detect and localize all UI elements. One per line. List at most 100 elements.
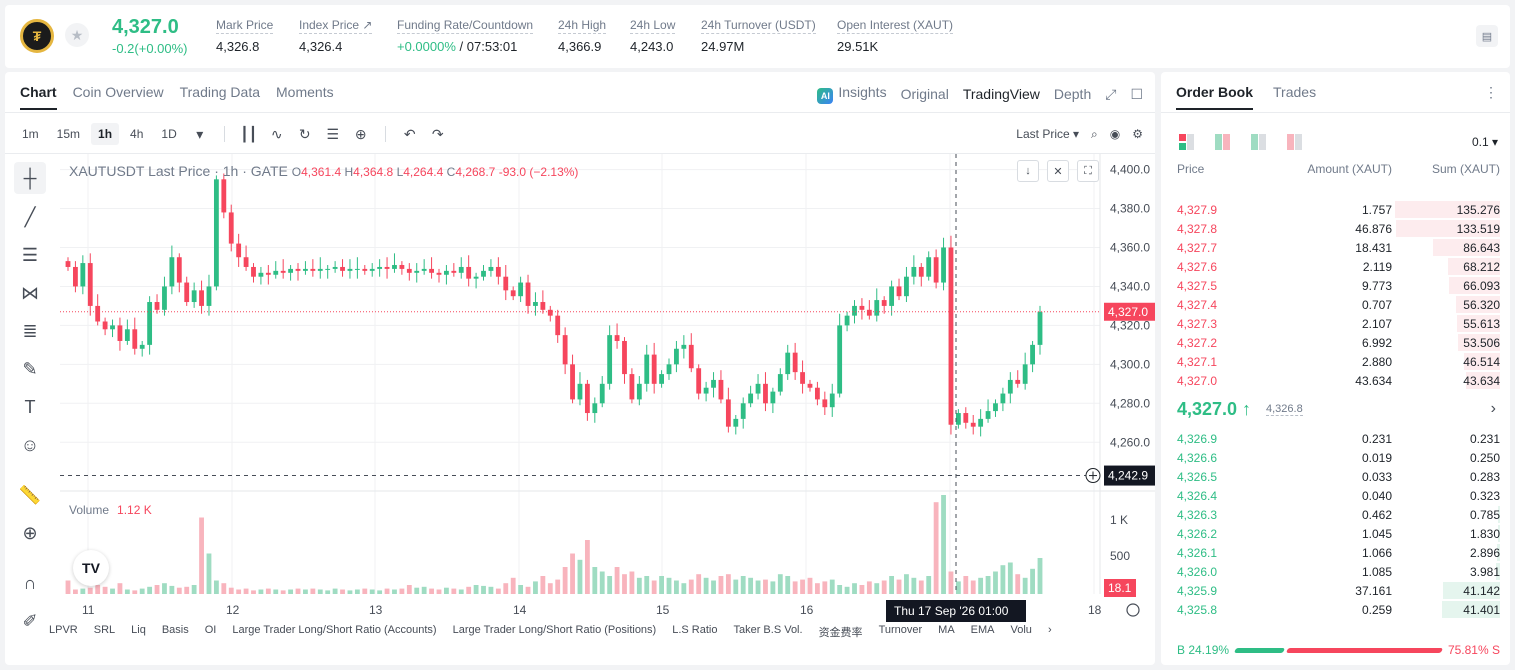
view-depth[interactable]: Depth xyxy=(1053,86,1092,102)
tab-chart[interactable]: Chart xyxy=(20,84,57,110)
book-icon[interactable]: ▤ xyxy=(1476,25,1498,47)
gear-icon[interactable]: ⚙ xyxy=(1132,127,1143,141)
emoji-icon[interactable]: ☺ xyxy=(20,434,40,455)
ask-row[interactable]: 4,327.7 18.431 86.643 xyxy=(1177,238,1500,257)
stat-label[interactable]: Open Interest (XAUT) xyxy=(837,18,954,34)
bids-only-icon[interactable] xyxy=(1251,134,1267,150)
ask-row[interactable]: 4,327.6 2.119 68.212 xyxy=(1177,257,1500,276)
indicator-11[interactable]: MA xyxy=(938,624,955,636)
pencil-lock-icon[interactable]: ✐ xyxy=(22,610,38,631)
undo-icon[interactable]: ↶ xyxy=(403,125,416,142)
tab-trading-data[interactable]: Trading Data xyxy=(179,84,261,100)
bid-row[interactable]: 4,325.9 37.161 41.142 xyxy=(1177,581,1500,600)
view-insights[interactable]: AI Insights xyxy=(817,84,887,104)
ruler-icon[interactable]: 📏 xyxy=(18,484,42,505)
maximize-icon[interactable]: ⛶ xyxy=(1077,160,1099,182)
ask-row[interactable]: 4,327.3 2.107 55.613 xyxy=(1177,314,1500,333)
bid-row[interactable]: 4,326.9 0.231 0.231 xyxy=(1177,429,1500,448)
bid-row[interactable]: 4,326.4 0.040 0.323 xyxy=(1177,486,1500,505)
both-sides-alt-icon[interactable] xyxy=(1215,134,1231,150)
asks-only-icon[interactable] xyxy=(1287,134,1303,150)
tether-gold-logo[interactable]: ₮ xyxy=(20,19,54,53)
zoom-in-icon[interactable]: ⊕ xyxy=(22,522,38,543)
indicator-4[interactable]: OI xyxy=(204,624,217,636)
ask-row[interactable]: 4,327.4 0.707 56.320 xyxy=(1177,295,1500,314)
indicator-3[interactable]: Basis xyxy=(161,624,189,636)
tab-order-book[interactable]: Order Book xyxy=(1176,84,1254,110)
tradingview-logo[interactable]: TV xyxy=(73,550,109,586)
refresh-icon[interactable]: ↻ xyxy=(298,125,311,142)
chevron-right-icon[interactable]: › xyxy=(1490,400,1496,417)
tab-trades[interactable]: Trades xyxy=(1273,84,1317,100)
ask-row[interactable]: 4,327.2 6.992 53.506 xyxy=(1177,333,1500,352)
ask-row[interactable]: 4,327.0 43.634 43.634 xyxy=(1177,371,1500,390)
text-icon[interactable]: T xyxy=(24,396,36,417)
bid-row[interactable]: 4,326.3 0.462 0.785 xyxy=(1177,505,1500,524)
timeframe-1h[interactable]: 1h xyxy=(91,123,120,145)
fib-icon[interactable]: ≣ xyxy=(22,320,38,341)
indicator-7[interactable]: L.S Ratio xyxy=(672,624,718,636)
timeframe-15m[interactable]: 15m xyxy=(56,127,81,141)
indicators-icon[interactable]: ∿ xyxy=(270,125,283,142)
tab-moments[interactable]: Moments xyxy=(276,84,334,100)
both-sides-icon[interactable] xyxy=(1179,134,1195,150)
stat-label[interactable]: Funding Rate/Countdown xyxy=(397,18,534,34)
horizontal-lines-icon[interactable]: ☰ xyxy=(21,244,39,265)
stat-label[interactable]: Mark Price xyxy=(216,18,274,34)
indicator-1[interactable]: SRL xyxy=(93,624,116,636)
caret-down-icon[interactable]: ▾ xyxy=(196,125,204,142)
star-icon[interactable]: ★ xyxy=(65,23,89,47)
indicator-13[interactable]: Volu xyxy=(1010,624,1032,636)
timeframe-1m[interactable]: 1m xyxy=(22,127,39,141)
add-icon[interactable]: ⊕ xyxy=(354,125,367,142)
precision-select[interactable]: 0.1 ▾ xyxy=(1471,135,1498,149)
camera-icon[interactable]: ◉ xyxy=(1109,127,1121,141)
price-chart[interactable]: 4,400.0 4,380.0 4,360.0 4,340.0 4,320.0 4,300… xyxy=(60,154,1155,624)
bid-row[interactable]: 4,326.6 0.019 0.250 xyxy=(1177,448,1500,467)
view-tabs: AI Insights Original TradingView Depth ⤢ … xyxy=(817,84,1143,104)
bid-row[interactable]: 4,326.1 1.066 2.896 xyxy=(1177,543,1500,562)
ask-row[interactable]: 4,327.1 2.880 46.514 xyxy=(1177,352,1500,371)
tab-coin-overview[interactable]: Coin Overview xyxy=(72,84,164,100)
bid-row[interactable]: 4,325.8 0.259 41.401 xyxy=(1177,600,1500,619)
collapse-icon[interactable]: ✕ xyxy=(1047,160,1069,182)
list-icon[interactable]: ☰ xyxy=(326,125,340,142)
redo-icon[interactable]: ↷ xyxy=(431,125,444,142)
search-icon[interactable]: ⌕ xyxy=(1091,126,1098,141)
bid-row[interactable]: 4,326.2 1.045 1.830 xyxy=(1177,524,1500,543)
pattern-icon[interactable]: ⋈ xyxy=(21,282,39,303)
crosshair-icon[interactable]: ┼ xyxy=(14,162,46,194)
indicator-10[interactable]: Turnover xyxy=(878,624,923,636)
chevron-right-icon[interactable]: › xyxy=(1047,624,1052,636)
expand-icon[interactable]: ⤢ xyxy=(1105,85,1117,102)
candle-body xyxy=(1030,344,1035,365)
timeframe-4h[interactable]: 4h xyxy=(130,127,144,141)
trendline-icon[interactable]: ╱ xyxy=(24,206,36,227)
stat-label[interactable]: Index Price ↗ xyxy=(299,18,373,34)
indicator-9[interactable]: 资金费率 xyxy=(818,627,863,639)
brush-icon[interactable]: ✎ xyxy=(22,358,38,379)
ask-row[interactable]: 4,327.5 9.773 66.093 xyxy=(1177,276,1500,295)
indicator-5[interactable]: Large Trader Long/Short Ratio (Accounts) xyxy=(232,624,437,636)
view-original[interactable]: Original xyxy=(900,86,949,102)
arrow-down-icon[interactable]: ↓ xyxy=(1017,160,1039,182)
more-icon[interactable]: ⋮ xyxy=(1484,84,1498,100)
price-type-select[interactable]: Last Price ▾ xyxy=(1016,127,1080,141)
indicator-6[interactable]: Large Trader Long/Short Ratio (Positions… xyxy=(452,624,657,636)
view-tradingview[interactable]: TradingView xyxy=(962,86,1040,102)
indicator-8[interactable]: Taker B.S Vol. xyxy=(733,624,803,636)
magnet-icon[interactable]: ∩ xyxy=(23,572,37,593)
indicator-2[interactable]: Liq xyxy=(131,624,146,636)
bid-row[interactable]: 4,326.5 0.033 0.283 xyxy=(1177,467,1500,486)
indicator-0[interactable]: LPVR xyxy=(49,624,78,636)
candle-type-icon[interactable]: ┃┃ xyxy=(240,125,258,142)
funding-countdown: / 07:53:01 xyxy=(459,39,518,54)
bid-row[interactable]: 4,326.0 1.085 3.981 xyxy=(1177,562,1500,581)
indicator-12[interactable]: EMA xyxy=(970,624,995,636)
ask-row[interactable]: 4,327.9 1.757 135.276 xyxy=(1177,200,1500,219)
buy-ratio: B 24.19% xyxy=(1177,643,1230,657)
row-amount: 43.634 xyxy=(1355,373,1392,388)
window-icon[interactable]: ☐ xyxy=(1130,85,1143,102)
timeframe-1d[interactable]: 1D xyxy=(161,127,177,141)
ask-row[interactable]: 4,327.8 46.876 133.519 xyxy=(1177,219,1500,238)
